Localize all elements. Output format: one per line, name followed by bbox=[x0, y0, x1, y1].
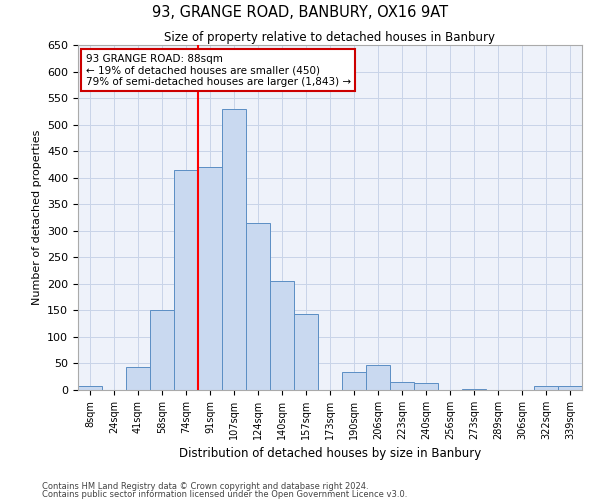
Bar bbox=[126, 366, 150, 390]
Bar bbox=[78, 386, 102, 390]
Text: Contains HM Land Registry data © Crown copyright and database right 2024.: Contains HM Land Registry data © Crown c… bbox=[42, 482, 368, 491]
Y-axis label: Number of detached properties: Number of detached properties bbox=[32, 130, 41, 305]
Bar bbox=[294, 314, 318, 390]
Text: 93, GRANGE ROAD, BANBURY, OX16 9AT: 93, GRANGE ROAD, BANBURY, OX16 9AT bbox=[152, 5, 448, 20]
Bar bbox=[150, 310, 174, 390]
Bar bbox=[342, 372, 366, 390]
Bar bbox=[462, 389, 486, 390]
Bar bbox=[270, 281, 294, 390]
Bar bbox=[414, 383, 438, 390]
Title: Size of property relative to detached houses in Banbury: Size of property relative to detached ho… bbox=[164, 31, 496, 44]
Bar bbox=[222, 108, 246, 390]
Bar bbox=[366, 364, 390, 390]
Bar bbox=[534, 386, 558, 390]
Text: 93 GRANGE ROAD: 88sqm
← 19% of detached houses are smaller (450)
79% of semi-det: 93 GRANGE ROAD: 88sqm ← 19% of detached … bbox=[86, 54, 350, 87]
Bar bbox=[174, 170, 198, 390]
Bar bbox=[246, 223, 270, 390]
Bar bbox=[198, 167, 222, 390]
Text: Contains public sector information licensed under the Open Government Licence v3: Contains public sector information licen… bbox=[42, 490, 407, 499]
Bar bbox=[558, 386, 582, 390]
Bar bbox=[390, 382, 414, 390]
X-axis label: Distribution of detached houses by size in Banbury: Distribution of detached houses by size … bbox=[179, 448, 481, 460]
